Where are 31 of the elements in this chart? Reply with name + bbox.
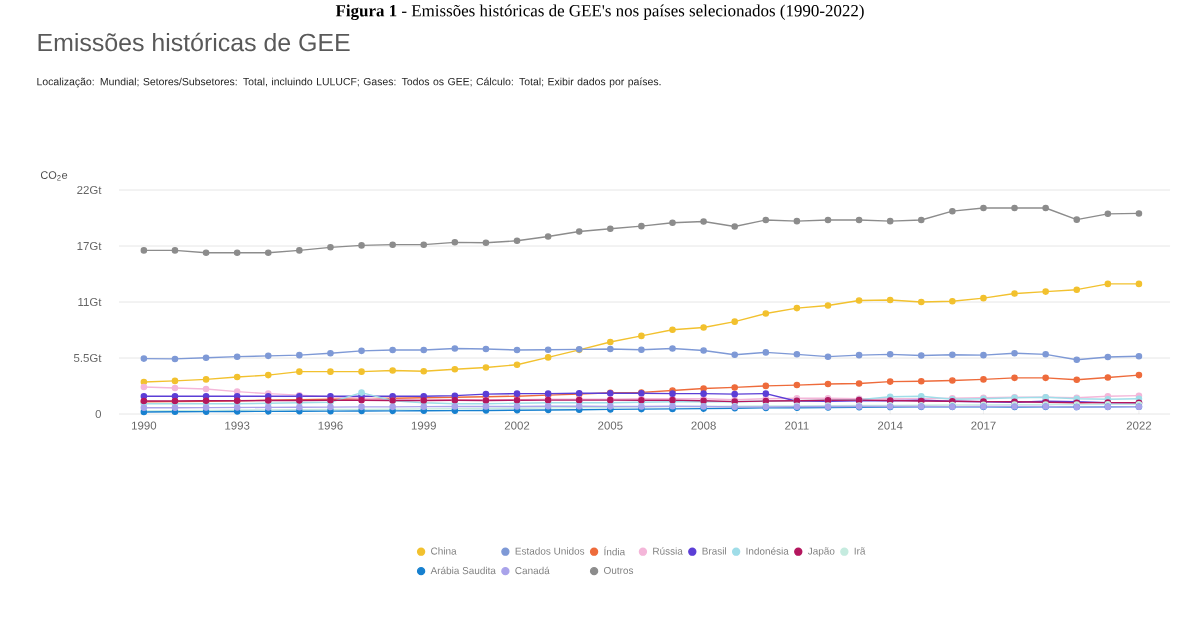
x-tick-label: 2017 xyxy=(971,421,996,430)
legend-label: Rússia xyxy=(653,547,683,555)
y-tick-label: 22Gt xyxy=(77,185,102,195)
x-tick-label: 2008 xyxy=(691,421,716,430)
y-axis-title: CO$_{2}$e xyxy=(40,171,68,181)
x-tick-label: 1993 xyxy=(225,421,250,430)
legend-label: Irã xyxy=(854,547,866,555)
x-tick-label: 2014 xyxy=(878,421,903,430)
x-tick-label: 1996 xyxy=(318,421,343,430)
legend-label: Japão xyxy=(807,547,835,557)
legend-label: Outros xyxy=(604,566,634,574)
y-tick-label: 17Gt xyxy=(77,241,102,251)
x-tick-label: 1990 xyxy=(132,421,157,430)
x-tick-label: 2005 xyxy=(598,421,623,430)
legend-label: Estados Unidos xyxy=(515,547,585,555)
x-tick-label: 2002 xyxy=(504,421,530,430)
x-tick-label: 1999 xyxy=(411,421,436,430)
legend-label: Brasil xyxy=(702,547,727,555)
legend-label: Índia xyxy=(604,546,626,556)
text: Figura 1 - Emissões históricas de GEE's nos países selecionados (1990-2022) xyxy=(335,4,864,21)
y-tick-label: 5.5Gt xyxy=(73,353,102,363)
y-tick-label: 0 xyxy=(95,409,102,419)
x-tick-label: 2011 xyxy=(785,421,809,430)
legend-label: China xyxy=(431,547,457,555)
text: Localização: Mundial; Setores/Subsetores: Total, incluindo LULUCF; Gases: Todos os GEE; Cálculo: Total; Exibir dados por países. xyxy=(37,77,661,88)
y-tick-label: 11Gt xyxy=(78,297,102,307)
legend-label: Indonésia xyxy=(746,547,789,555)
legend-label: Canadá xyxy=(515,566,550,575)
legend-label: Arábia Saudita xyxy=(430,566,496,575)
x-tick-label: 2022 xyxy=(1126,421,1152,430)
chart-title: Emissões históricas de GEE xyxy=(38,32,350,52)
